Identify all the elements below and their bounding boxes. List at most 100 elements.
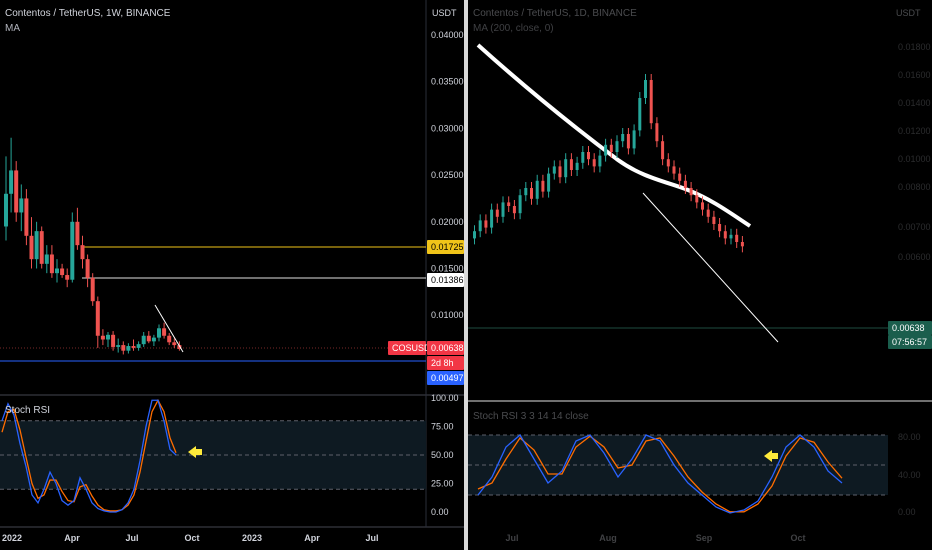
weekly-candle: [131, 346, 136, 348]
daily-candle: [524, 188, 528, 196]
daily-candle: [592, 159, 596, 167]
time-axis-tick: Jul: [125, 533, 138, 543]
daily-price-tick: 0.01000: [898, 154, 931, 164]
daily-candle: [729, 234, 733, 239]
daily-countdown-badge-bg: [888, 335, 932, 349]
pane-divider[interactable]: [464, 0, 468, 550]
white-level-badge-bg: [427, 273, 464, 287]
daily-candle: [649, 80, 653, 124]
weekly-candle: [106, 334, 110, 340]
daily-candle: [644, 80, 647, 98]
daily-stoch-d-line: [477, 435, 843, 513]
time-axis-tick: Oct: [184, 533, 199, 543]
daily-chart-panel[interactable]: 0.018000.016000.014000.012000.010000.008…: [468, 0, 932, 550]
weekly-candle: [29, 235, 34, 260]
weekly-candle: [14, 170, 19, 213]
daily-candle: [569, 159, 573, 170]
weekly-candle: [55, 268, 59, 274]
weekly-candle: [85, 259, 90, 278]
symbol-badge-bg: [388, 341, 426, 355]
daily-stoch-tick: 80.00: [898, 432, 921, 442]
blue-level-badge: 0.00497: [431, 373, 464, 383]
daily-candle: [484, 220, 488, 228]
daily-candle: [706, 209, 710, 217]
weekly-candle: [151, 337, 156, 342]
weekly-candle: [121, 345, 126, 351]
daily-candle: [552, 166, 556, 174]
time-axis-tick: 2023: [242, 533, 262, 543]
daily-candle: [723, 231, 727, 239]
weekly-candle: [141, 335, 146, 345]
white-level-badge: 0.01386: [431, 275, 464, 285]
daily-candle: [632, 130, 636, 149]
daily-price-tick: 0.00600: [898, 252, 931, 262]
weekly-candle: [39, 231, 44, 264]
right-indicator-label[interactable]: MA (200, close, 0): [473, 23, 554, 34]
daily-candle: [701, 202, 704, 210]
daily-candle: [558, 166, 562, 178]
weekly-candle: [90, 277, 95, 302]
weekly-candle: [136, 344, 141, 348]
daily-candle: [598, 155, 602, 167]
weekly-chart-panel[interactable]: 0.04000 0.03500 0.03000 0.02500 0.02000 0.015…: [0, 0, 464, 550]
daily-candle: [712, 216, 716, 224]
time-axis-tick: Apr: [304, 533, 320, 543]
weekly-candle: [95, 301, 100, 336]
daily-time-tick: Aug: [599, 533, 617, 543]
weekly-candle: [100, 335, 105, 340]
weekly-candle: [19, 198, 24, 213]
daily-candle: [615, 141, 619, 152]
daily-dim-overlay: [468, 0, 932, 550]
daily-trendline: [642, 192, 779, 343]
stoch-axis-tick: 75.00: [431, 422, 454, 432]
daily-chart-canvas[interactable]: 0.018000.016000.014000.012000.010000.008…: [468, 0, 932, 550]
countdown-badge: 2d 8h: [431, 358, 454, 368]
daily-candle: [609, 144, 613, 152]
daily-countdown-badge: 07:56:57: [892, 337, 927, 347]
daily-candle: [718, 224, 722, 232]
stoch-k-line: [1, 399, 177, 513]
weekly-candle: [70, 221, 75, 280]
weekly-candle: [177, 345, 182, 350]
weekly-candle: [49, 254, 54, 274]
price-axis-tick: 0.03500: [431, 77, 464, 87]
price-axis-tick: 0.02000: [431, 217, 464, 227]
weekly-candle: [44, 254, 49, 264]
price-axis-tick: 0.02500: [431, 170, 464, 180]
daily-candle: [666, 159, 670, 167]
weekly-trendline: [154, 304, 184, 353]
daily-candle: [655, 123, 659, 142]
price-axis-tick: 0.01500: [431, 264, 464, 274]
left-stoch-label[interactable]: Stoch RSI: [5, 405, 51, 416]
weekly-candle: [162, 328, 167, 336]
daily-price-tick: 0.01400: [898, 98, 931, 108]
daily-candle: [683, 180, 687, 188]
daily-price-tick: 0.01800: [898, 42, 931, 52]
daily-candle: [530, 188, 533, 199]
weekly-candle: [4, 193, 8, 227]
yellow-level-badge-bg: [427, 240, 464, 254]
weekly-candle: [60, 268, 65, 276]
daily-candle: [547, 173, 551, 192]
daily-price-tick: 0.01600: [898, 70, 931, 80]
weekly-candle: [34, 231, 39, 260]
daily-candle: [478, 220, 482, 232]
daily-candle: [604, 144, 608, 156]
price-axis-tick: 0.01000: [431, 310, 464, 320]
left-unit-label: USDT: [432, 8, 457, 18]
weekly-candle: [80, 245, 85, 260]
stoch-axis-tick: 50.00: [431, 450, 454, 460]
ma200-line: [476, 43, 752, 228]
daily-candle: [678, 173, 682, 181]
daily-candle: [575, 162, 579, 170]
weekly-chart-canvas[interactable]: 0.04000 0.03500 0.03000 0.02500 0.02000 0.015…: [0, 0, 464, 550]
daily-price-tick: 0.00700: [898, 222, 931, 232]
daily-candle: [490, 209, 494, 228]
daily-candle: [638, 98, 642, 131]
daily-candle: [541, 180, 545, 192]
right-stoch-label[interactable]: Stoch RSI 3 3 14 14 close: [473, 411, 589, 422]
left-indicator-label[interactable]: MA: [5, 23, 20, 34]
weekly-candle: [75, 221, 80, 246]
daily-candle: [735, 234, 739, 242]
stoch-d-line: [1, 398, 177, 512]
